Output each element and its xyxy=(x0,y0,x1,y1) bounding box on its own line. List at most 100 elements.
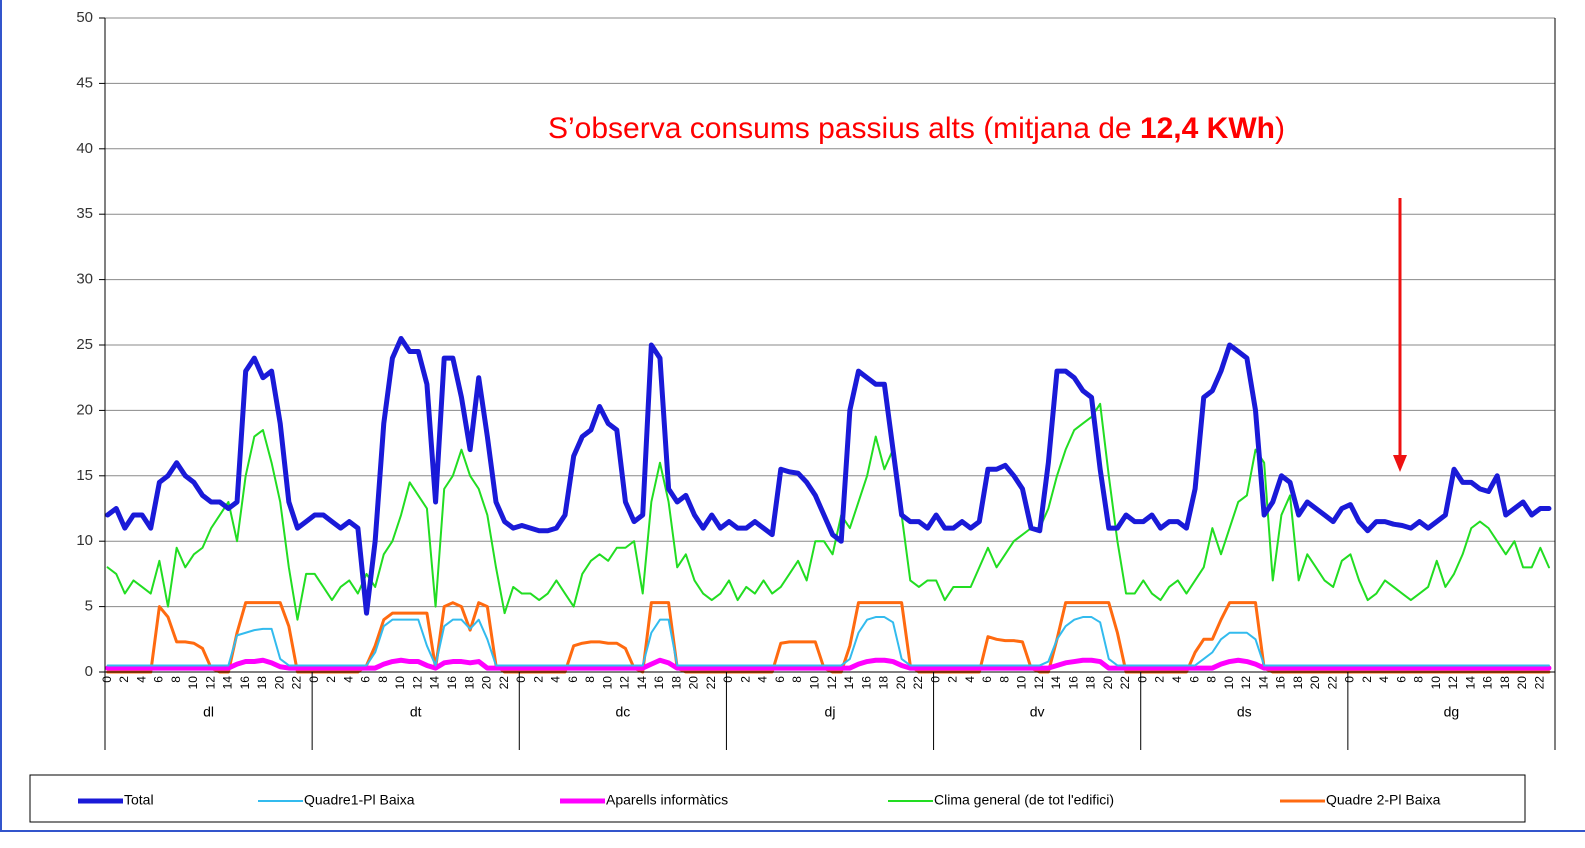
x-tick-label: 16 xyxy=(859,676,873,690)
annotation-text: ) xyxy=(1275,112,1285,145)
x-tick-label: 16 xyxy=(1066,676,1080,690)
x-tick-label: 8 xyxy=(997,676,1011,683)
x-tick-label: 12 xyxy=(203,676,217,690)
group-label: dv xyxy=(1030,704,1045,720)
x-tick-label: 12 xyxy=(1239,676,1253,690)
x-tick-label: 20 xyxy=(1308,676,1322,690)
group-label: dc xyxy=(615,704,630,720)
x-tick-label: 18 xyxy=(462,676,476,690)
x-tick-label: 2 xyxy=(531,676,545,683)
x-tick-label: 18 xyxy=(1291,676,1305,690)
x-tick-label: 6 xyxy=(359,676,373,683)
x-tick-label: 0 xyxy=(307,676,321,683)
x-tick-label: 4 xyxy=(134,676,148,683)
x-tick-label: 16 xyxy=(1274,676,1288,690)
x-tick-label: 14 xyxy=(635,676,649,690)
legend: Total Quadre1-Pl Baixa Aparells informàtic… xyxy=(78,792,1441,808)
y-tick-label: 35 xyxy=(76,205,93,222)
x-tick-label: 12 xyxy=(410,676,424,690)
x-tick-label: 22 xyxy=(1325,676,1339,690)
y-tick-label: 30 xyxy=(76,271,93,288)
x-tick-label: 10 xyxy=(807,676,821,690)
y-tick-label: 0 xyxy=(85,663,93,680)
x-tick-label: 2 xyxy=(1360,676,1374,683)
y-tick-label: 10 xyxy=(76,532,93,549)
x-tick-label: 6 xyxy=(773,676,787,683)
annotation-text: S’observa consums passius alts (mitjana … xyxy=(548,112,1140,145)
x-tick-label: 8 xyxy=(376,676,390,683)
group-label: dg xyxy=(1444,704,1460,720)
x-tick-label: 2 xyxy=(117,676,131,683)
y-tick-label: 15 xyxy=(76,467,93,484)
x-tick-label: 20 xyxy=(687,676,701,690)
x-tick-label: 16 xyxy=(1481,676,1495,690)
x-tick-label: 12 xyxy=(1032,676,1046,690)
series-line xyxy=(106,616,1550,667)
x-tick-label: 20 xyxy=(1515,676,1529,690)
x-tick-label: 14 xyxy=(1256,676,1270,690)
x-tick-label: 0 xyxy=(928,676,942,683)
group-label: dl xyxy=(203,704,214,720)
group-label: dt xyxy=(410,704,422,720)
x-tick-label: 10 xyxy=(393,676,407,690)
group-label: dj xyxy=(825,704,836,720)
x-tick-label: 0 xyxy=(1343,676,1357,683)
x-tick-label: 14 xyxy=(428,676,442,690)
annotation-value: 12,4 KWh xyxy=(1140,112,1275,145)
x-tick-label: 14 xyxy=(221,676,235,690)
x-tick-label: 22 xyxy=(1532,676,1546,690)
legend-label: Total xyxy=(124,792,154,808)
x-tick-label: 4 xyxy=(341,676,355,683)
x-tick-label: 16 xyxy=(652,676,666,690)
x-tick-label: 10 xyxy=(600,676,614,690)
y-tick-label: 25 xyxy=(76,336,93,353)
x-tick-label: 8 xyxy=(1205,676,1219,683)
x-tick-label: 18 xyxy=(1498,676,1512,690)
x-tick-label: 22 xyxy=(1118,676,1132,690)
legend-box xyxy=(29,774,1526,823)
series-line xyxy=(105,335,1552,616)
legend-label: Quadre1-Pl Baixa xyxy=(304,792,415,808)
legend-label: Clima general (de tot l'edifici) xyxy=(934,792,1114,808)
y-tick-label: 50 xyxy=(76,9,93,26)
x-tick-label: 18 xyxy=(877,676,891,690)
x-tick-label: 18 xyxy=(255,676,269,690)
x-tick-label: 4 xyxy=(963,676,977,683)
x-tick-label: 8 xyxy=(790,676,804,683)
x-tick-label: 0 xyxy=(1135,676,1149,683)
x-tick-label: 18 xyxy=(1084,676,1098,690)
x-tick-label: 0 xyxy=(100,676,114,683)
x-tick-label: 0 xyxy=(514,676,528,683)
x-tick-label: 6 xyxy=(1187,676,1201,683)
x-tick-label: 8 xyxy=(583,676,597,683)
group-label: ds xyxy=(1237,704,1252,720)
x-tick-label: 8 xyxy=(1412,676,1426,683)
x-tick-label: 14 xyxy=(842,676,856,690)
x-tick-label: 18 xyxy=(669,676,683,690)
x-tick-label: 10 xyxy=(1429,676,1443,690)
legend-label: Quadre 2-Pl Baixa xyxy=(1326,792,1441,808)
series-line xyxy=(105,657,1552,671)
x-tick-label: 22 xyxy=(911,676,925,690)
x-tick-label: 14 xyxy=(1463,676,1477,690)
x-tick-label: 20 xyxy=(480,676,494,690)
x-tick-label: 22 xyxy=(704,676,718,690)
x-tick-label: 4 xyxy=(756,676,770,683)
y-tick-label: 20 xyxy=(76,401,93,418)
x-tick-label: 16 xyxy=(238,676,252,690)
y-tick-label: 40 xyxy=(76,140,93,157)
arrow-head xyxy=(1393,455,1407,472)
x-tick-label: 4 xyxy=(1170,676,1184,683)
x-tick-label: 20 xyxy=(894,676,908,690)
x-tick-label: 2 xyxy=(324,676,338,683)
x-tick-label: 2 xyxy=(738,676,752,683)
x-tick-label: 2 xyxy=(946,676,960,683)
x-tick-label: 22 xyxy=(497,676,511,690)
x-tick-label: 20 xyxy=(1101,676,1115,690)
x-tick-label: 4 xyxy=(1377,676,1391,683)
x-tick-label: 2 xyxy=(1153,676,1167,683)
annotation: S’observa consums passius alts (mitjana … xyxy=(548,112,1285,145)
